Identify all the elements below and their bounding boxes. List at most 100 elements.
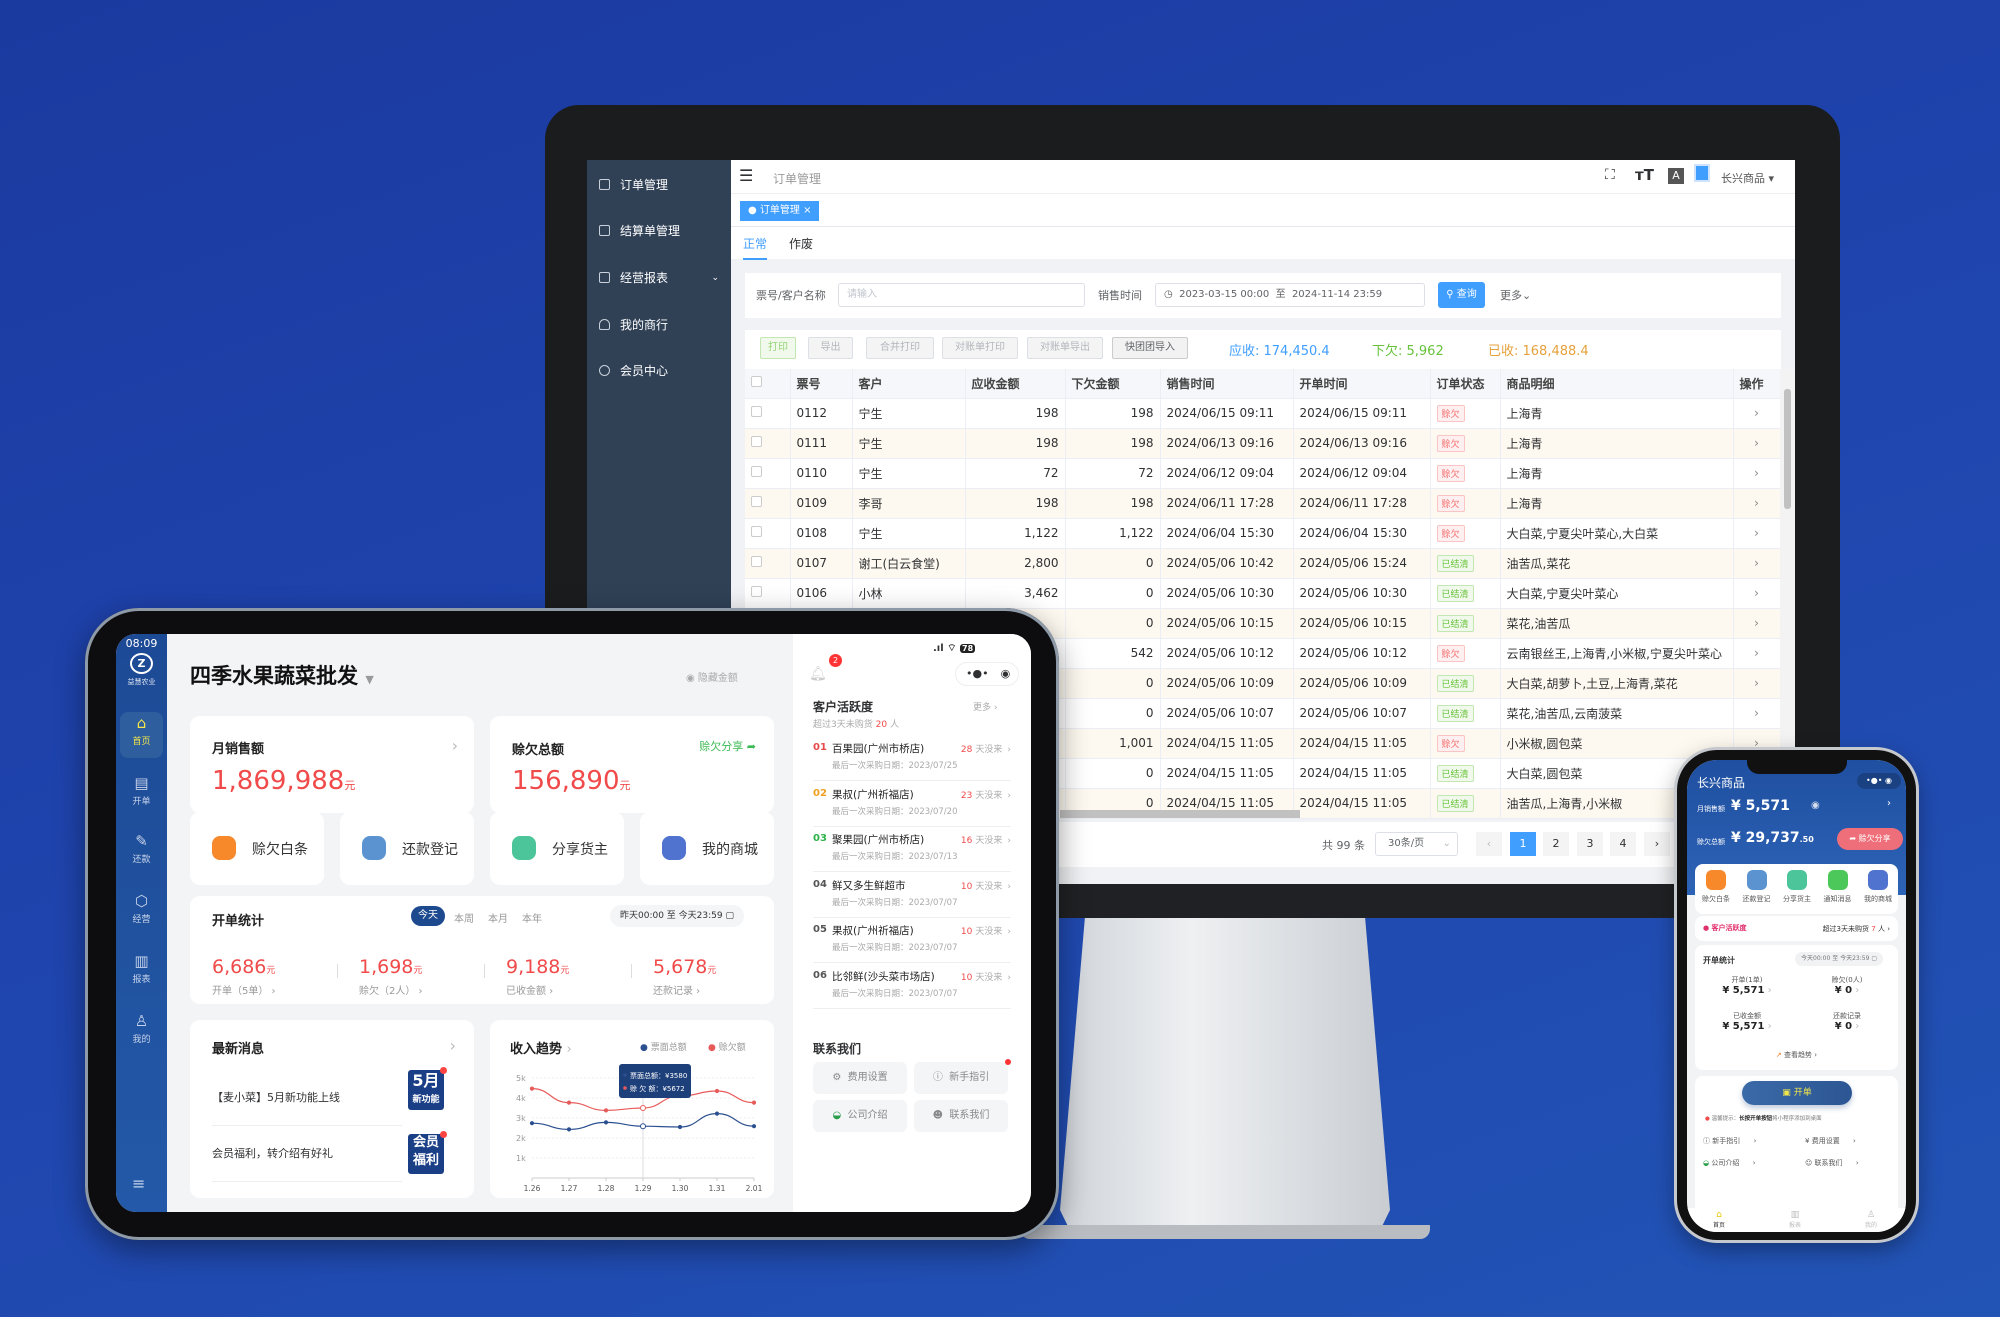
- nav-repay[interactable]: ✎ 还款: [120, 830, 163, 876]
- row-select-cell[interactable]: [745, 518, 791, 549]
- keyword-input[interactable]: 请输入: [838, 283, 1085, 307]
- row-action[interactable]: ›: [1733, 458, 1781, 489]
- column-header[interactable]: 开单时间: [1293, 369, 1431, 399]
- data-point[interactable]: [529, 1121, 535, 1126]
- select-all-cell[interactable]: [745, 369, 791, 399]
- tab-report[interactable]: ▥ 报表: [1789, 1210, 1801, 1229]
- eye-icon[interactable]: ◉: [1811, 800, 1820, 811]
- row-action[interactable]: ›: [1733, 398, 1781, 429]
- export-button[interactable]: 导出: [808, 337, 853, 359]
- phone-stat[interactable]: 还款记录 ¥ 0 ›: [1807, 1011, 1887, 1032]
- row-action[interactable]: ›: [1733, 488, 1781, 519]
- stat-item[interactable]: 9,188元 已收金额 ›: [484, 956, 569, 997]
- store-selector[interactable]: 长兴商品 ▾: [1721, 172, 1775, 185]
- period-week[interactable]: 本周: [454, 914, 474, 925]
- phone-activity-bar[interactable]: ● 客户活跃度 超过3天未购货 7 人 ›: [1695, 916, 1898, 941]
- capsule-menu[interactable]: •●• ◉: [1857, 773, 1901, 789]
- nav-order[interactable]: ▤ 开单: [120, 772, 163, 818]
- news-item[interactable]: 【麦小菜】5月新功能上线: [212, 1070, 402, 1126]
- row-action[interactable]: ›: [1733, 578, 1781, 609]
- data-point[interactable]: [566, 1100, 572, 1105]
- table-row[interactable]: 0108 宁生 1,122 1,122 2024/06/04 15:30 2024/06/…: [745, 518, 1781, 549]
- activity-more[interactable]: 更多 ›: [973, 703, 998, 713]
- import-button[interactable]: 快团团导入: [1112, 337, 1188, 359]
- debt-total-card[interactable]: 赊欠总额 赊欠分享 ➦ 156,890元: [490, 716, 774, 813]
- table-row[interactable]: 0107 谢工(白云食堂) 2,800 0 2024/05/06 10:42 2024/0…: [745, 548, 1781, 579]
- period-year[interactable]: 本年: [522, 914, 542, 925]
- news-item[interactable]: 会员福利，转介绍有好礼: [212, 1126, 402, 1182]
- prev-page[interactable]: ‹: [1476, 832, 1502, 856]
- row-action[interactable]: ›: [1733, 428, 1781, 459]
- tag-orders[interactable]: ● 订单管理 ×: [740, 201, 820, 221]
- bell-icon[interactable]: 🔔︎: [809, 666, 827, 682]
- merge-print-button[interactable]: 合并打印: [866, 337, 934, 359]
- period-month[interactable]: 本月: [488, 914, 508, 925]
- hamburger-icon[interactable]: ☰: [739, 166, 754, 185]
- nav-mine[interactable]: ♙ 我的: [120, 1010, 163, 1056]
- capsule-menu[interactable]: •●• ◉: [955, 662, 1019, 686]
- quick-action[interactable]: 分享货主: [1777, 870, 1817, 904]
- view-trend-link[interactable]: ↗ 查看趋势 ›: [1775, 1051, 1818, 1059]
- row-select-cell[interactable]: [745, 398, 791, 429]
- menu-fees[interactable]: ¥ 费用设置 ›: [1805, 1137, 1856, 1145]
- statement-export-button[interactable]: 对账单导出: [1027, 337, 1103, 359]
- data-point[interactable]: [751, 1100, 757, 1105]
- stat-item[interactable]: 5,678元 还款记录 ›: [631, 956, 716, 997]
- row-action[interactable]: ›: [1733, 668, 1781, 699]
- sidebar-item-reports[interactable]: 经营报表 ⌄: [599, 269, 719, 286]
- page-1[interactable]: 1: [1510, 832, 1536, 856]
- table-row[interactable]: 0109 李哥 198 198 2024/06/11 17:28 2024/06/11 1…: [745, 488, 1781, 519]
- tab-normal[interactable]: 正常: [743, 235, 768, 260]
- table-row[interactable]: 0110 宁生 72 72 2024/06/12 09:04 2024/06/12 09:…: [745, 458, 1781, 489]
- data-point[interactable]: [714, 1088, 720, 1094]
- fee-settings-button[interactable]: ⚙ 费用设置: [813, 1062, 907, 1094]
- tab-home[interactable]: ⌂ 首页: [1713, 1210, 1725, 1229]
- row-checkbox[interactable]: [751, 406, 762, 417]
- row-action[interactable]: ›: [1733, 608, 1781, 639]
- close-circle-icon[interactable]: ◉: [1000, 667, 1011, 680]
- sidebar-item-settlements[interactable]: 结算单管理: [599, 222, 680, 239]
- quick-mall[interactable]: 我的商城: [640, 812, 774, 885]
- query-button[interactable]: ⚲ 查询: [1438, 282, 1485, 308]
- row-checkbox[interactable]: [751, 526, 762, 537]
- tab-mine[interactable]: ♙ 我的: [1865, 1210, 1877, 1229]
- monthly-sales-card[interactable]: 月销售额 › 1,869,988元: [190, 716, 474, 813]
- close-icon[interactable]: ×: [803, 205, 812, 216]
- column-header[interactable]: 销售时间: [1160, 369, 1294, 399]
- tab-void[interactable]: 作废: [789, 237, 814, 251]
- sidebar-item-shop[interactable]: 我的商行: [599, 316, 668, 333]
- nav-business[interactable]: ⬡ 经营: [120, 890, 163, 936]
- date-range-picker[interactable]: ◷ 2023-03-15 00:00 至 2024-11-14 23:59: [1155, 283, 1425, 307]
- more-dots-icon[interactable]: •●•: [966, 667, 989, 680]
- menu-icon[interactable]: ≡: [132, 1174, 146, 1193]
- open-order-button[interactable]: ▣ 开单: [1742, 1081, 1852, 1105]
- next-page[interactable]: ›: [1644, 832, 1670, 856]
- fullscreen-icon[interactable]: ⛶: [1605, 167, 1615, 183]
- data-point[interactable]: [529, 1086, 535, 1091]
- row-checkbox[interactable]: [751, 586, 762, 597]
- row-action[interactable]: ›: [1733, 518, 1781, 549]
- menu-contact[interactable]: ☺ 联系我们 ›: [1805, 1159, 1859, 1167]
- data-point[interactable]: [751, 1124, 757, 1129]
- row-select-cell[interactable]: [745, 488, 791, 519]
- quick-action[interactable]: 赊欠白条: [1696, 870, 1736, 904]
- hide-amount-toggle[interactable]: ◉ 隐藏金额: [686, 669, 738, 684]
- scroll-thumb[interactable]: [1784, 389, 1791, 509]
- vertical-scrollbar[interactable]: [1780, 369, 1795, 819]
- data-point[interactable]: [677, 1124, 683, 1130]
- data-point[interactable]: [640, 1105, 646, 1111]
- debt-share-button[interactable]: ➦ 赊欠分享: [1837, 828, 1903, 850]
- customer-item[interactable]: 06 比邻鲜(沙头菜市场店) 10 天没来 › 最后一次采购日期：2023/07/07: [813, 964, 1011, 1009]
- quick-debt-note[interactable]: 赊欠白条: [190, 812, 324, 885]
- avatar[interactable]: [1694, 164, 1710, 182]
- translate-icon[interactable]: A: [1668, 168, 1684, 184]
- page-4[interactable]: 4: [1610, 832, 1636, 856]
- quick-action[interactable]: 还款登记: [1737, 870, 1777, 904]
- row-select-cell[interactable]: [745, 578, 791, 609]
- company-intro-button[interactable]: ◒ 公司介绍: [813, 1100, 907, 1132]
- stats-range[interactable]: 今天00:00 至 今天23:59 ▢: [1795, 952, 1883, 966]
- row-action[interactable]: ›: [1733, 638, 1781, 669]
- data-point[interactable]: [640, 1123, 646, 1130]
- data-point[interactable]: [603, 1120, 609, 1125]
- more-filters[interactable]: 更多⌄: [1500, 289, 1532, 302]
